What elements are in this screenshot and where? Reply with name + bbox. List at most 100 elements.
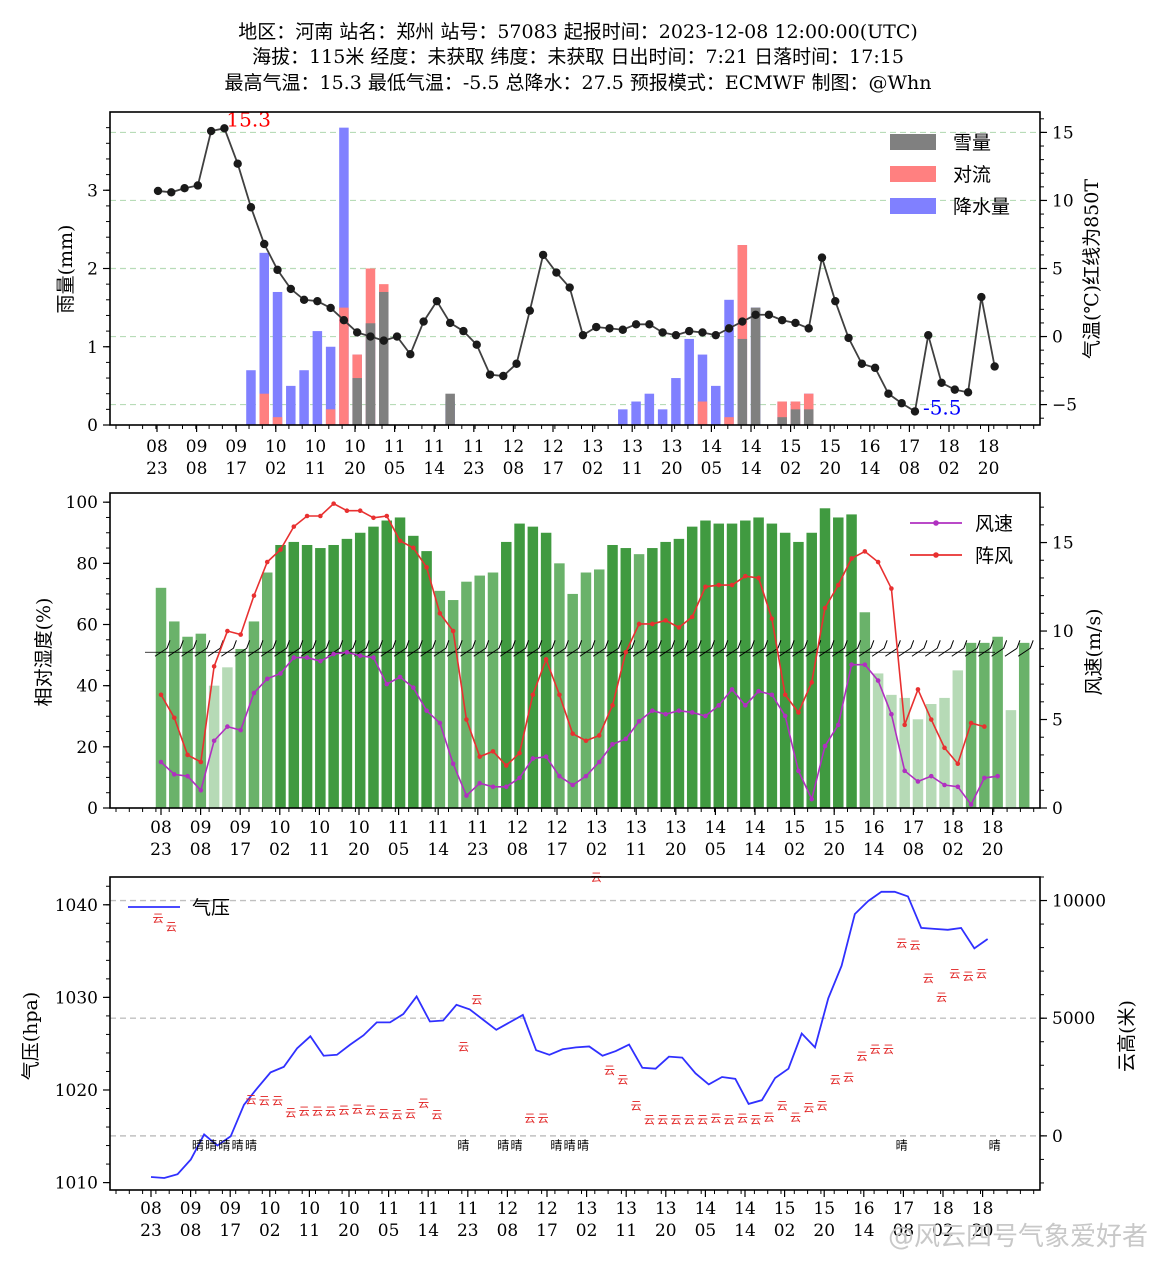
snow-bar	[379, 291, 389, 425]
temperature-point	[924, 330, 933, 340]
x-tick-label-hour: 14	[423, 459, 445, 479]
x-tick-label-hour: 23	[146, 459, 168, 479]
x-tick-label-day: 15	[774, 1199, 796, 1219]
x-tick-label-day: 10	[305, 437, 327, 457]
gust-point	[663, 618, 668, 623]
humidity-bar	[567, 593, 578, 808]
temperature-point	[180, 184, 189, 193]
convective-bar	[339, 307, 349, 425]
gust-point	[424, 565, 429, 570]
x-tick-label-day: 14	[695, 1199, 717, 1219]
cloud-marker: 云	[245, 1093, 256, 1106]
wind-speed-point	[955, 784, 961, 790]
x-tick-label-hour: 02	[586, 840, 608, 860]
gust-point	[251, 593, 257, 598]
temperature-point	[220, 124, 229, 133]
temperature-line	[157, 127, 996, 413]
x-tick-label-day: 09	[225, 437, 247, 457]
x-tick-label-hour: 02	[938, 459, 960, 479]
temperature-point	[206, 126, 216, 136]
humidity-bar	[593, 569, 605, 808]
x-tick-label-hour: 02	[774, 1221, 796, 1241]
temperature-point	[313, 296, 322, 306]
cloud-marker: 云	[418, 1097, 429, 1110]
gust-point	[503, 763, 509, 768]
wind-speed-point	[490, 784, 496, 790]
gust-point	[158, 692, 164, 698]
gust-point	[557, 692, 562, 698]
gust-point	[371, 515, 376, 521]
cloud-marker: 云	[285, 1106, 296, 1119]
humidity-bar	[700, 520, 711, 808]
pressure-line	[150, 890, 989, 1179]
wind-speed-point	[995, 773, 1000, 779]
temperature-point	[552, 268, 561, 277]
gust-point	[318, 513, 323, 519]
clear-sky-marker: 晴	[192, 1138, 204, 1152]
convective-bar	[259, 393, 269, 425]
temperature-point	[937, 378, 946, 388]
gust-point	[809, 680, 815, 685]
clear-sky-marker: 晴	[218, 1138, 230, 1152]
temperature-point	[698, 328, 707, 337]
x-tick-label-day: 13	[582, 437, 604, 457]
x-tick-label-day: 12	[497, 1199, 519, 1219]
y-right-tick-label: 15	[1052, 534, 1074, 554]
wind-speed-point	[875, 678, 881, 683]
gust-point	[543, 657, 549, 662]
y-left-tick-label: 40	[76, 677, 98, 697]
wind-speed-point	[424, 708, 429, 713]
x-tick-label-hour: 14	[427, 840, 449, 860]
y-right-axis-label: 气温(℃)红线为850T	[1081, 179, 1103, 359]
x-tick-label-day: 12	[507, 818, 529, 838]
temperature-point	[618, 325, 627, 334]
gust-point	[942, 745, 947, 751]
y-left-tick-label: 1040	[55, 896, 98, 916]
temperature-point	[977, 292, 986, 302]
cloud-marker: 云	[617, 1073, 628, 1086]
wind-speed-point	[676, 708, 682, 713]
wind-speed-point	[769, 692, 775, 698]
gust-point	[889, 586, 894, 591]
humidity-bar	[846, 514, 857, 808]
wind-speed-point	[650, 708, 655, 713]
legend-swatch	[890, 166, 936, 182]
temperature-point	[193, 181, 203, 190]
temperature-point	[685, 326, 694, 336]
legend-label: 风速	[975, 513, 1013, 535]
x-tick-label-hour: 08	[893, 1221, 915, 1241]
precip-bar	[618, 409, 628, 425]
wind-speed-point	[596, 759, 602, 765]
wind-speed-point	[809, 796, 815, 802]
temperature-point	[910, 407, 920, 416]
x-tick-label-day: 15	[780, 437, 802, 457]
wind-speed-point	[716, 703, 722, 708]
gust-point	[915, 687, 921, 692]
gust-point	[689, 614, 695, 620]
gust-point	[278, 547, 283, 552]
x-tick-label-hour: 14	[744, 840, 766, 860]
temperature-point	[459, 326, 468, 336]
wind-speed-point	[610, 741, 615, 747]
x-tick-label-day: 13	[665, 818, 687, 838]
x-tick-label-hour: 11	[299, 1221, 321, 1241]
gust-point	[517, 750, 522, 756]
humidity-bar	[1018, 642, 1030, 808]
x-tick-label-day: 14	[744, 818, 766, 838]
x-tick-label-hour: 02	[780, 459, 802, 479]
x-tick-label-day: 17	[903, 818, 925, 838]
cloud-marker: 云	[830, 1073, 841, 1086]
header-line-3: 最高气温：15.3 最低气温：-5.5 总降水：27.5 预报模式：ECMWF …	[225, 72, 932, 94]
y-left-axis-label: 相对湿度(%)	[33, 598, 55, 707]
gust-point	[716, 582, 722, 588]
x-tick-label-hour: 17	[536, 1221, 558, 1241]
clear-sky-marker: 晴	[205, 1138, 217, 1152]
precip-bar	[711, 385, 721, 425]
x-tick-label-hour: 08	[497, 1221, 519, 1241]
x-tick-label-hour: 05	[701, 459, 723, 479]
precip-bar	[339, 127, 349, 426]
cloud-marker: 云	[392, 1109, 403, 1122]
cloud-marker: 云	[378, 1108, 389, 1121]
x-tick-label-day: 12	[546, 818, 568, 838]
temperature-point	[817, 253, 827, 262]
